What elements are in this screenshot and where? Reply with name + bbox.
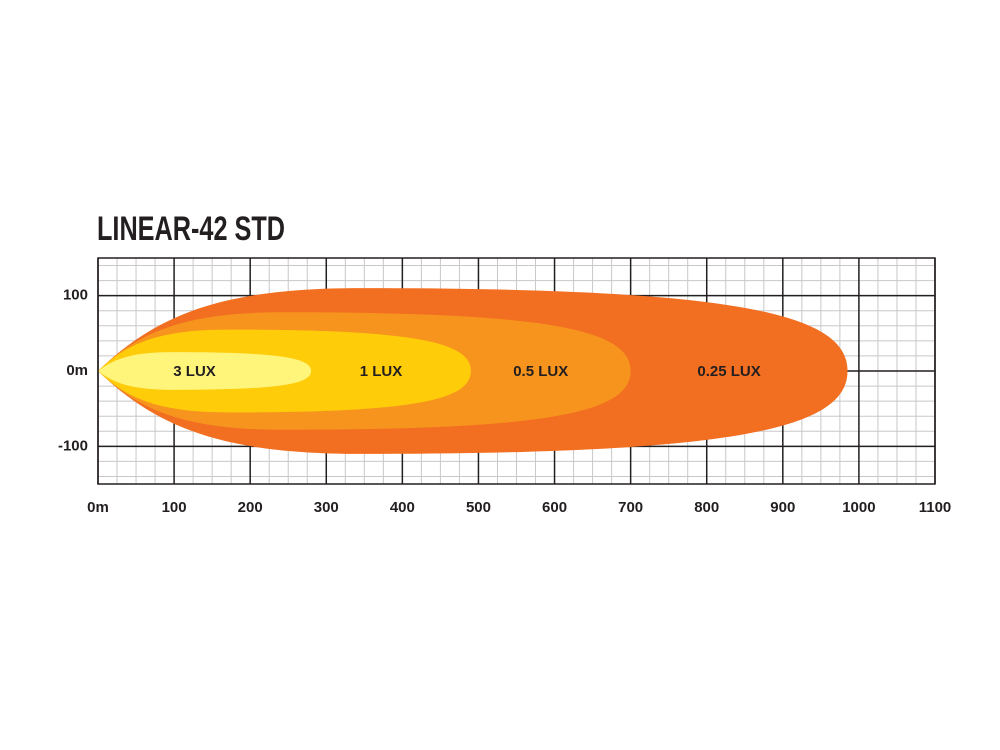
chart-title: LINEAR-42 STD bbox=[97, 210, 285, 248]
zone-label: 3 LUX bbox=[173, 363, 216, 380]
x-tick-label: 200 bbox=[238, 499, 263, 516]
zone-label: 0.5 LUX bbox=[513, 363, 568, 380]
y-tick-label: 0m bbox=[66, 362, 88, 379]
zone-label: 0.25 LUX bbox=[697, 363, 760, 380]
x-tick-label: 1100 bbox=[919, 499, 952, 516]
beam-zone bbox=[98, 352, 312, 390]
x-tick-label: 100 bbox=[162, 499, 187, 516]
x-tick-label: 700 bbox=[618, 499, 643, 516]
x-tick-label: 900 bbox=[770, 499, 795, 516]
x-tick-label: 0m bbox=[87, 499, 109, 516]
x-tick-label: 1000 bbox=[842, 499, 875, 516]
plot-border bbox=[97, 257, 936, 485]
y-tick-label: 100 bbox=[63, 287, 88, 304]
x-tick-label: 500 bbox=[466, 499, 491, 516]
x-tick-label: 600 bbox=[542, 499, 567, 516]
beam-zones bbox=[98, 288, 848, 454]
zone-labels: 3 LUX 1 LUX 0.5 LUX 0.25 LUX bbox=[173, 363, 760, 380]
axes: 0m 100 200 300 400 500 600 700 800 900 1000 1100 100… bbox=[58, 257, 952, 516]
x-tick-label: 300 bbox=[314, 499, 339, 516]
y-tick-label: -100 bbox=[58, 437, 88, 454]
x-tick-label: 800 bbox=[694, 499, 719, 516]
x-tick-label: 400 bbox=[390, 499, 415, 516]
zone-label: 1 LUX bbox=[360, 363, 403, 380]
